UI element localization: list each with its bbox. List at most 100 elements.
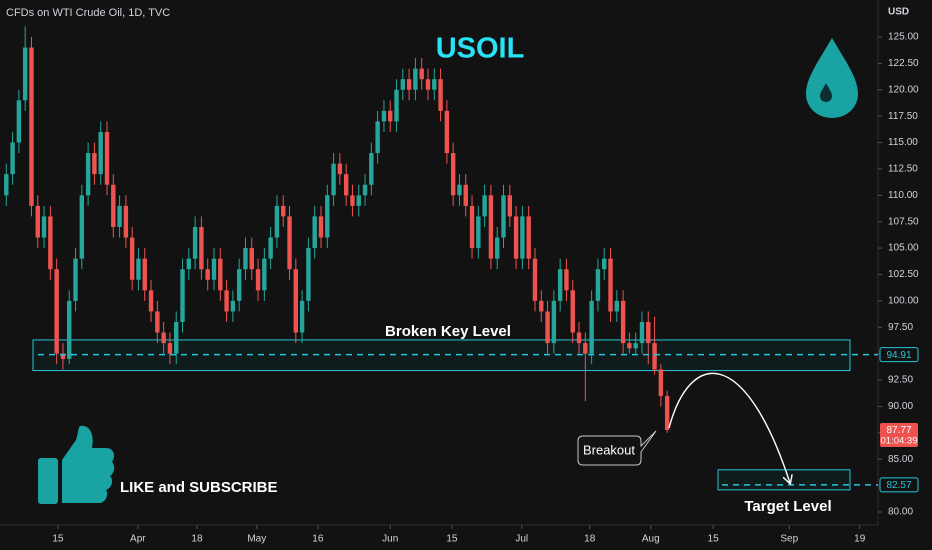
x-tick-label: 15 (446, 534, 458, 545)
candle-body (123, 205, 129, 238)
y-tick-label: 100.00 (888, 296, 919, 307)
x-tick-label: May (247, 534, 266, 545)
candle-body (16, 100, 22, 143)
candle-body (595, 269, 601, 301)
candle-body (620, 300, 626, 344)
candle-body (388, 110, 393, 122)
x-tick-label: 18 (191, 534, 203, 545)
candle-body (255, 269, 261, 291)
target-zone (717, 469, 851, 491)
candle-body (98, 131, 103, 175)
candle-body (539, 300, 544, 312)
y-tick-label: 105.00 (888, 243, 919, 254)
candle-body (167, 343, 173, 354)
candle-body (230, 300, 236, 312)
candle-body (507, 195, 513, 217)
candle-body (281, 205, 286, 217)
candle-body (287, 216, 292, 270)
candle-body (129, 237, 135, 280)
key-zone (32, 339, 851, 372)
x-tick-label: Jun (382, 534, 398, 545)
candle-body (614, 300, 620, 312)
candle-body (564, 269, 569, 291)
y-tick-label: 125.00 (888, 32, 919, 43)
breakout-callout (577, 430, 657, 466)
candle-body (79, 195, 85, 259)
candle-body (356, 195, 361, 206)
candle-body (381, 110, 387, 122)
candle-body (73, 258, 78, 301)
candle-body (92, 153, 97, 175)
candle-body (262, 258, 267, 291)
x-tick-label: Aug (642, 534, 660, 545)
candle-body (469, 205, 475, 249)
x-tick-label: 18 (584, 534, 596, 545)
candle-body (224, 290, 229, 312)
candle-body (174, 321, 179, 354)
candle-body (136, 258, 141, 280)
candle-body (117, 205, 122, 227)
candle-body (551, 300, 557, 344)
x-tick-label: 16 (312, 534, 324, 545)
candle-body (375, 121, 380, 154)
y-tick-label: 120.00 (888, 84, 919, 95)
candle-body (639, 321, 645, 344)
candle-body (545, 311, 550, 344)
candle-body (299, 300, 305, 333)
cta-label: LIKE and SUBSCRIBE (120, 479, 278, 496)
last-price-label: 87.77 (886, 425, 911, 436)
candle-body (658, 369, 664, 396)
y-tick-label: 80.00 (888, 507, 913, 518)
candle-body (60, 353, 66, 359)
candle-body (268, 237, 273, 259)
candle-body (652, 343, 657, 370)
candle-body (438, 79, 443, 111)
drop-icon (806, 38, 858, 118)
candle-body (633, 343, 638, 349)
candle-body (29, 47, 34, 206)
candle-body (450, 153, 456, 196)
thumbs-up-icon (38, 425, 115, 504)
candle-body (192, 226, 198, 259)
candle-body (22, 47, 28, 101)
y-tick-label: 110.00 (888, 190, 918, 201)
candle-body (10, 142, 15, 175)
candle-body (218, 258, 223, 291)
candle-body (463, 184, 468, 206)
candle-body (362, 184, 368, 196)
chart-title: USOIL (436, 33, 525, 65)
target-level-line-tag (879, 477, 919, 493)
candle-body (186, 258, 192, 270)
candle-body (526, 216, 531, 259)
y-tick-label: 90.00 (888, 401, 913, 412)
candle-body (557, 269, 563, 301)
y-tick-label: 117.50 (888, 111, 918, 122)
candle-body (413, 68, 418, 90)
y-tick-label: 107.50 (888, 216, 919, 227)
candle-body (495, 237, 500, 259)
x-tick-label: 19 (854, 534, 866, 545)
candle-body (570, 290, 575, 333)
candle-body (243, 248, 248, 270)
candle-body (236, 269, 242, 301)
y-tick-label: 115.00 (888, 137, 918, 148)
target-level-line-tag-label: 82.57 (886, 480, 911, 491)
candle-body (67, 300, 72, 359)
candle-body (249, 248, 254, 270)
y-tick-label: 102.50 (888, 269, 919, 280)
candle-body (205, 269, 210, 280)
candle-body (532, 258, 538, 301)
last-price-tag (880, 422, 918, 447)
candle-body (331, 163, 336, 196)
candle-body (343, 174, 349, 196)
candle-body (457, 184, 462, 196)
candle-body (85, 153, 91, 196)
candle-body (293, 269, 299, 333)
projection-arrow (668, 372, 790, 483)
chart-header: CFDs on WTI Crude Oil, 1D, TVC (6, 7, 170, 19)
x-tick-label: Apr (130, 534, 146, 545)
candle-body (589, 300, 594, 354)
candle-body (406, 79, 412, 90)
candle-body (350, 195, 355, 206)
